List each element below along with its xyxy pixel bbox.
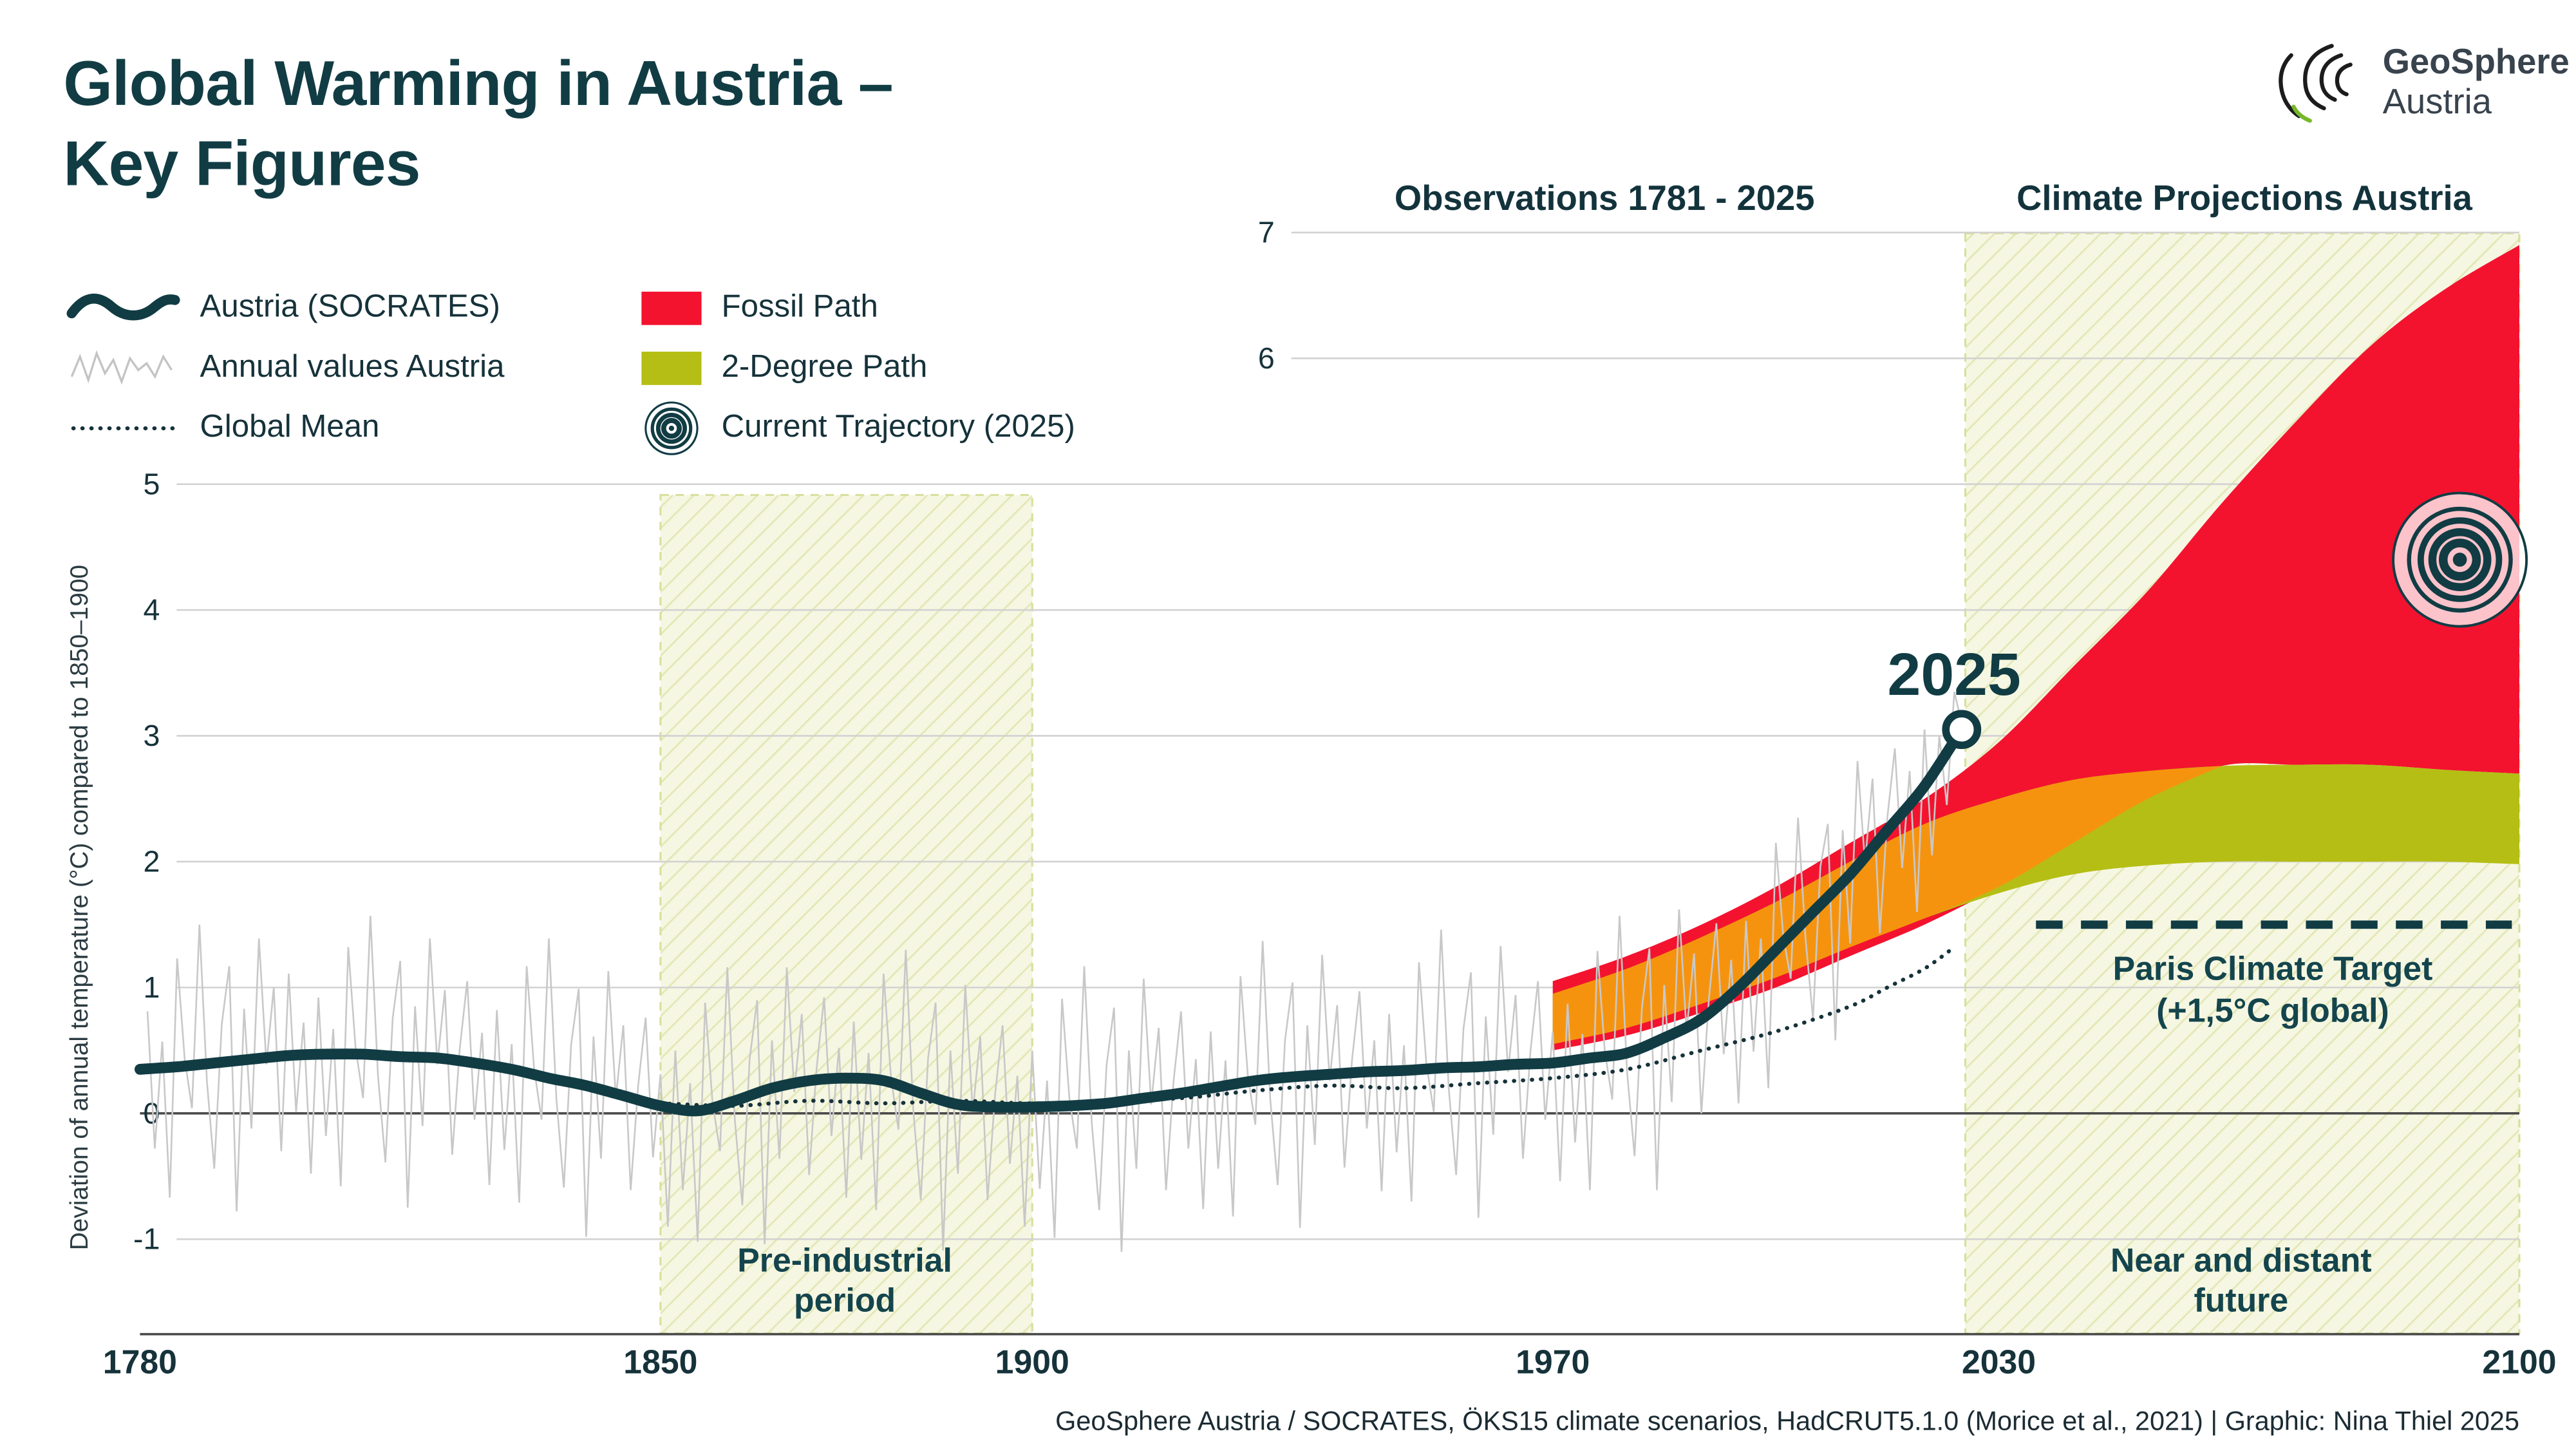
current-trajectory-marker (2392, 491, 2528, 628)
preindustrial-label: Pre-industrial period (737, 1242, 952, 1323)
x-tick-label: 1850 (623, 1343, 697, 1380)
page-title-line1: Global Warming in Austria – (63, 50, 893, 120)
legend: Austria (SOCRATES) Annual values Austria… (66, 283, 1234, 484)
endpoint-year-label: 2025 (1887, 639, 2021, 708)
two-degree-path-band (1552, 764, 2519, 1045)
preindustrial-label-line1: Pre-industrial (737, 1243, 952, 1280)
paris-target-label-line2: (+1,5°C global) (2156, 993, 2389, 1030)
dotted-line-icon (71, 426, 176, 431)
fossil-path-swatch (641, 291, 702, 325)
observations-header: Observations 1781 - 2025 (1394, 180, 1815, 219)
x-axis-labels: 1780 1850 1900 1970 2030 2100 (103, 1343, 2557, 1380)
y-tick-label: 7 (1258, 216, 1275, 249)
paris-target-label: Paris Climate Target (+1,5°C global) (2113, 950, 2433, 1033)
preindustrial-band (659, 494, 1033, 1334)
legend-label-two-degree: 2-Degree Path (721, 350, 928, 385)
legend-item-annual: Annual values Austria (67, 343, 505, 393)
geosphere-logo: GeoSphere Austria (2270, 37, 2570, 130)
x-tick-label: 1970 (1516, 1343, 1590, 1380)
legend-item-trajectory: Current Trajectory (2025) (641, 401, 1075, 455)
y-tick-label: 1 (144, 971, 160, 1004)
socrates-line (134, 724, 1968, 1117)
legend-label-fossil: Fossil Path (721, 290, 878, 325)
legend-label-trajectory: Current Trajectory (2025) (721, 410, 1075, 445)
x-tick-label: 1900 (995, 1343, 1069, 1380)
legend-label-global-mean: Global Mean (200, 410, 380, 445)
legend-label-socrates: Austria (SOCRATES) (200, 290, 500, 325)
y-tick-label: 6 (1258, 341, 1275, 375)
target-rings-icon (644, 401, 699, 455)
thick-line-icon (66, 294, 180, 321)
annual-values-line (146, 691, 1963, 1252)
two-degree-path-swatch (641, 352, 702, 385)
endpoint-marker (1942, 710, 1982, 750)
page-title-line2: Key Figures (63, 129, 420, 200)
y-tick-label: 2 (144, 845, 160, 878)
page-title: Global Warming in Austria – Key Figures (63, 46, 893, 206)
future-label-line2: future (2194, 1283, 2289, 1321)
projections-header: Climate Projections Austria (2017, 180, 2472, 219)
paris-target-label-line1: Paris Climate Target (2112, 951, 2433, 989)
y-tick-label: 3 (144, 719, 160, 752)
y-tick-label: -1 (133, 1222, 160, 1256)
y-axis-label: Deviation of annual temperature (°C) com… (66, 564, 95, 1251)
legend-item-fossil: Fossil Path (641, 283, 878, 334)
x-tick-label: 1780 (103, 1343, 177, 1380)
legend-label-annual: Annual values Austria (200, 350, 505, 385)
legend-item-global-mean: Global Mean (67, 403, 380, 453)
thin-zigzag-icon (70, 350, 173, 385)
logo-region: Austria (2382, 83, 2492, 122)
logo-name: GeoSphere (2382, 43, 2570, 82)
logo-text: GeoSphere Austria (2383, 43, 2570, 124)
legend-item-two-degree: 2-Degree Path (641, 343, 927, 393)
y-tick-label: 5 (144, 467, 160, 500)
x-tick-label: 2030 (1962, 1343, 2036, 1380)
fossil-path-band (1552, 245, 2519, 1051)
legend-item-socrates: Austria (SOCRATES) (66, 283, 500, 334)
y-tick-label: 4 (144, 593, 160, 627)
source-credit: GeoSphere Austria / SOCRATES, ÖKS15 clim… (1055, 1408, 2519, 1437)
future-label-line1: Near and distant (2111, 1243, 2372, 1280)
preindustrial-label-line2: period (793, 1283, 896, 1321)
geosphere-logo-icon (2279, 44, 2353, 123)
global-mean-line (658, 945, 1957, 1108)
x-tick-label: 2100 (2482, 1343, 2556, 1380)
future-label: Near and distant future (2111, 1242, 2372, 1323)
